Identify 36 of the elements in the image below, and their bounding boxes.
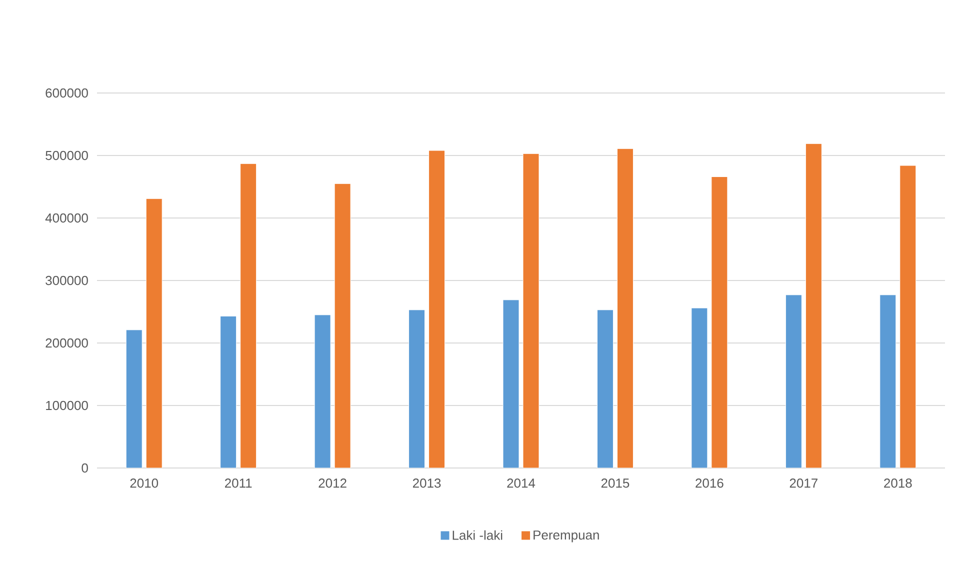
bar	[522, 153, 540, 468]
x-tick-label: 2017	[790, 478, 818, 488]
bar	[880, 294, 896, 468]
bar	[240, 163, 257, 468]
bar	[408, 310, 426, 468]
bar	[502, 300, 520, 468]
y-tick-label: 400000	[45, 213, 88, 223]
y-tick-label: 600000	[46, 88, 88, 98]
y-tick-label: 300000	[46, 276, 88, 286]
x-tick-label: 2013	[412, 478, 441, 488]
y-tick-label: 100000	[46, 400, 88, 410]
legend-label: Perempuan	[534, 530, 599, 542]
legend-label: Laki -laki	[452, 530, 502, 540]
bar	[900, 165, 916, 468]
bar	[785, 294, 802, 468]
bar	[126, 330, 142, 468]
x-tick-label: 2010	[130, 478, 158, 488]
bar	[146, 198, 162, 468]
x-tick-label: 2012	[318, 478, 346, 488]
bar	[334, 183, 351, 468]
bar	[428, 150, 446, 468]
bar	[616, 148, 634, 468]
bar	[220, 316, 237, 468]
x-tick-label: 2015	[601, 478, 630, 488]
x-tick-label: 2011	[225, 478, 252, 488]
x-tick-label: 2016	[696, 478, 724, 488]
y-tick-label: 500000	[46, 150, 88, 160]
y-tick-label: 0	[82, 463, 88, 473]
bar	[691, 308, 708, 468]
bar	[314, 314, 331, 468]
x-tick-label: 2014	[507, 478, 536, 488]
y-tick-label: 200000	[46, 338, 88, 348]
x-tick-label: 2018	[884, 478, 912, 488]
bar	[596, 310, 614, 468]
bar	[711, 176, 728, 468]
bar	[805, 143, 822, 468]
